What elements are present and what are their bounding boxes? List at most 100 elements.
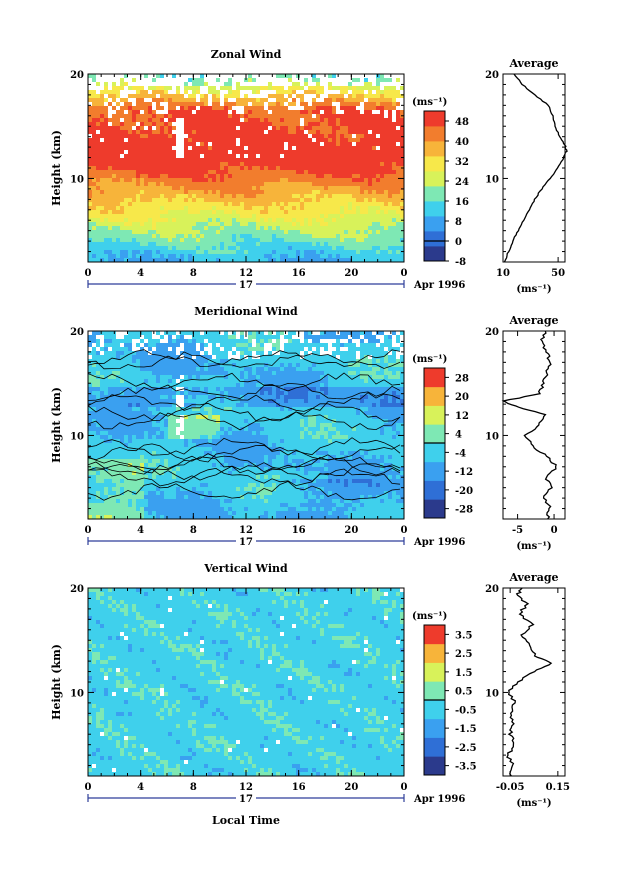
heatmap-cell (236, 118, 240, 122)
heatmap-cell (348, 250, 352, 254)
heatmap-cell (164, 339, 168, 343)
heatmap-cell (372, 343, 376, 347)
heatmap-cell (104, 74, 108, 78)
heatmap-cell (168, 174, 172, 178)
heatmap-cell (272, 114, 276, 118)
heatmap-cell (212, 242, 216, 246)
heatmap-cell (200, 371, 204, 375)
heatmap-cell (292, 130, 296, 134)
heatmap-cell (392, 182, 396, 186)
heatmap-cell (384, 102, 388, 106)
heatmap-cell (240, 250, 244, 254)
heatmap-cell (280, 206, 284, 210)
heatmap-cell (172, 170, 176, 174)
heatmap-cell (88, 138, 92, 142)
heatmap-cell (380, 226, 384, 230)
heatmap-cell (148, 379, 152, 383)
heatmap-cell (392, 226, 396, 230)
heatmap-cell (316, 250, 320, 254)
heatmap-cell (104, 134, 108, 138)
heatmap-cell (320, 86, 324, 90)
heatmap-cell (324, 98, 328, 102)
heatmap-cell (280, 343, 284, 347)
heatmap-cell (220, 114, 224, 118)
heatmap-cell (112, 178, 116, 182)
heatmap-cell (332, 78, 336, 82)
heatmap-cell (124, 126, 128, 130)
heatmap-cell (188, 142, 192, 146)
heatmap-cell (264, 242, 268, 246)
heatmap-cell (200, 367, 204, 371)
heatmap-cell (288, 158, 292, 162)
heatmap-cell (96, 174, 100, 178)
heatmap-cell (396, 202, 400, 206)
heatmap-cell (176, 74, 180, 78)
heatmap-cell (136, 250, 140, 254)
heatmap-cell (132, 375, 136, 379)
heatmap-cell (188, 118, 192, 122)
heatmap-cell (280, 142, 284, 146)
heatmap-cell (96, 194, 100, 198)
heatmap-cell (316, 202, 320, 206)
x-tick-label: 4 (137, 268, 144, 279)
heatmap-cell (136, 190, 140, 194)
heatmap-cell (200, 154, 204, 158)
heatmap-cell (88, 98, 92, 102)
heatmap-cell (152, 178, 156, 182)
heatmap-cell (252, 343, 256, 347)
heatmap-cell (280, 186, 284, 190)
heatmap-cell (136, 230, 140, 234)
heatmap-cell (348, 90, 352, 94)
heatmap-cell (96, 130, 100, 134)
heatmap-cell (268, 198, 272, 202)
heatmap-cell (272, 230, 276, 234)
heatmap-cell (152, 126, 156, 130)
heatmap-cell (96, 343, 100, 347)
heatmap-cell (144, 74, 148, 78)
heatmap-cell (96, 78, 100, 82)
heatmap-cell (268, 339, 272, 343)
heatmap-cell (344, 230, 348, 234)
heatmap-cell (308, 343, 312, 347)
heatmap-cell (356, 74, 360, 78)
heatmap-cell (328, 226, 332, 230)
heatmap-cell (372, 214, 376, 218)
heatmap-cell (300, 170, 304, 174)
heatmap-cell (372, 154, 376, 158)
heatmap-cell (396, 343, 400, 347)
heatmap-cell (128, 150, 132, 154)
heatmap-cell (292, 110, 296, 114)
heatmap-cell (364, 351, 368, 355)
heatmap-cell (324, 222, 328, 226)
heatmap-cell (172, 166, 176, 170)
heatmap-cell (248, 142, 252, 146)
heatmap-cell (160, 246, 164, 250)
heatmap-cell (304, 178, 308, 182)
heatmap-cell (384, 118, 388, 122)
heatmap-cell (308, 375, 312, 379)
heatmap-cell (280, 106, 284, 110)
heatmap-cell (344, 351, 348, 355)
heatmap-cell (340, 238, 344, 242)
heatmap-cell (120, 134, 124, 138)
heatmap-cell (352, 210, 356, 214)
heatmap-cell (260, 238, 264, 242)
heatmap-cell (248, 174, 252, 178)
heatmap-cell (392, 78, 396, 82)
heatmap-cell (244, 218, 248, 222)
heatmap-cell (96, 158, 100, 162)
heatmap-cell (96, 206, 100, 210)
heatmap-cell (176, 250, 180, 254)
heatmap-cell (288, 222, 292, 226)
heatmap-cell (336, 242, 340, 246)
heatmap-cell (160, 226, 164, 230)
heatmap-cell (396, 110, 400, 114)
heatmap-cell (192, 250, 196, 254)
heatmap-cell (360, 142, 364, 146)
heatmap-cell (128, 238, 132, 242)
heatmap-cell (344, 206, 348, 210)
heatmap-cell (392, 82, 396, 86)
heatmap-cell (376, 254, 380, 258)
heatmap-cell (304, 134, 308, 138)
heatmap-cell (272, 375, 276, 379)
